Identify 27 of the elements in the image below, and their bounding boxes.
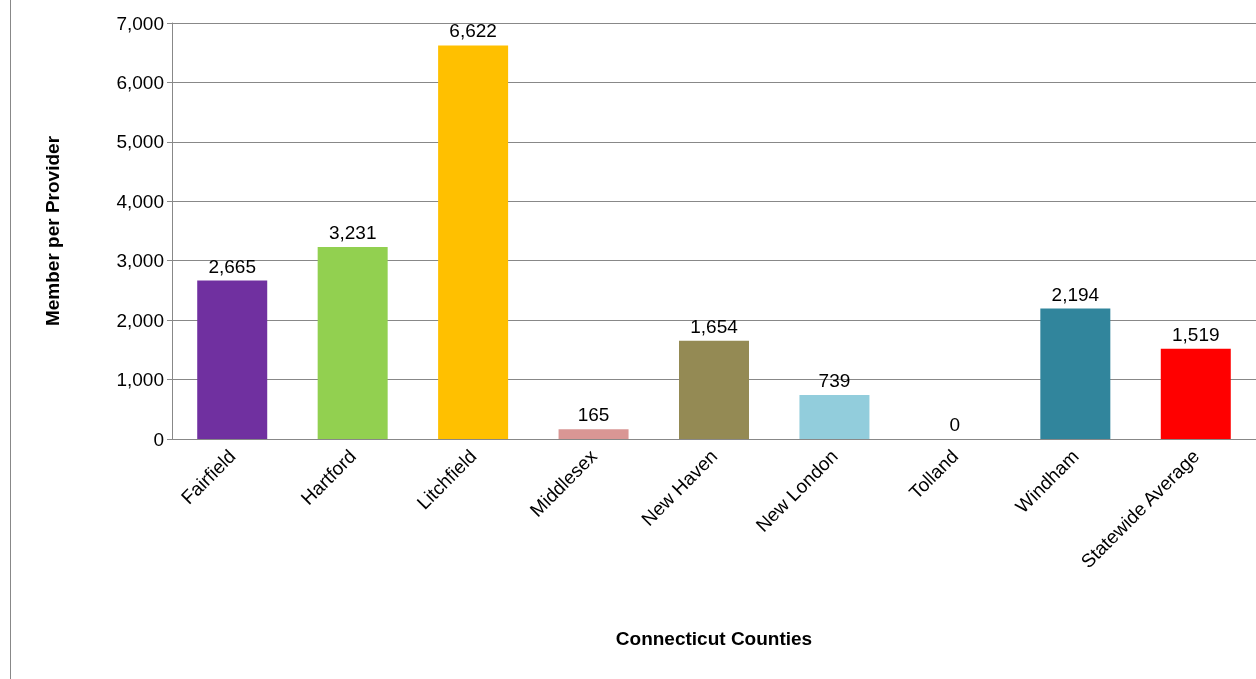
data-label: 1,654 <box>690 315 739 337</box>
data-label: 2,665 <box>208 255 256 277</box>
y-tick-label: 6,000 <box>116 71 164 93</box>
y-tick-label: 4,000 <box>116 190 164 212</box>
bar <box>438 45 509 439</box>
y-tick-label: 1,000 <box>116 369 164 391</box>
y-axis-title: Member per Provider <box>42 135 63 327</box>
y-tick-label: 2,000 <box>116 309 164 331</box>
bar <box>197 280 268 439</box>
bar <box>1160 348 1231 439</box>
data-label: 2,194 <box>1051 283 1100 305</box>
y-tick-label: 0 <box>153 428 164 450</box>
data-label: 1,519 <box>1172 323 1220 345</box>
data-label: 0 <box>949 414 961 435</box>
bar <box>558 429 629 439</box>
x-axis-title: Connecticut Counties <box>615 628 813 649</box>
bar <box>799 395 870 439</box>
data-label: 165 <box>577 404 610 426</box>
data-label: 6,622 <box>449 20 497 42</box>
data-label: 3,231 <box>328 221 377 243</box>
y-tick-label: 7,000 <box>116 12 164 34</box>
bar <box>1040 308 1111 439</box>
y-tick-label: 3,000 <box>116 250 164 272</box>
data-label: 739 <box>818 370 851 392</box>
y-tick-label: 5,000 <box>116 131 164 153</box>
bar <box>679 340 749 439</box>
bar <box>317 246 388 439</box>
